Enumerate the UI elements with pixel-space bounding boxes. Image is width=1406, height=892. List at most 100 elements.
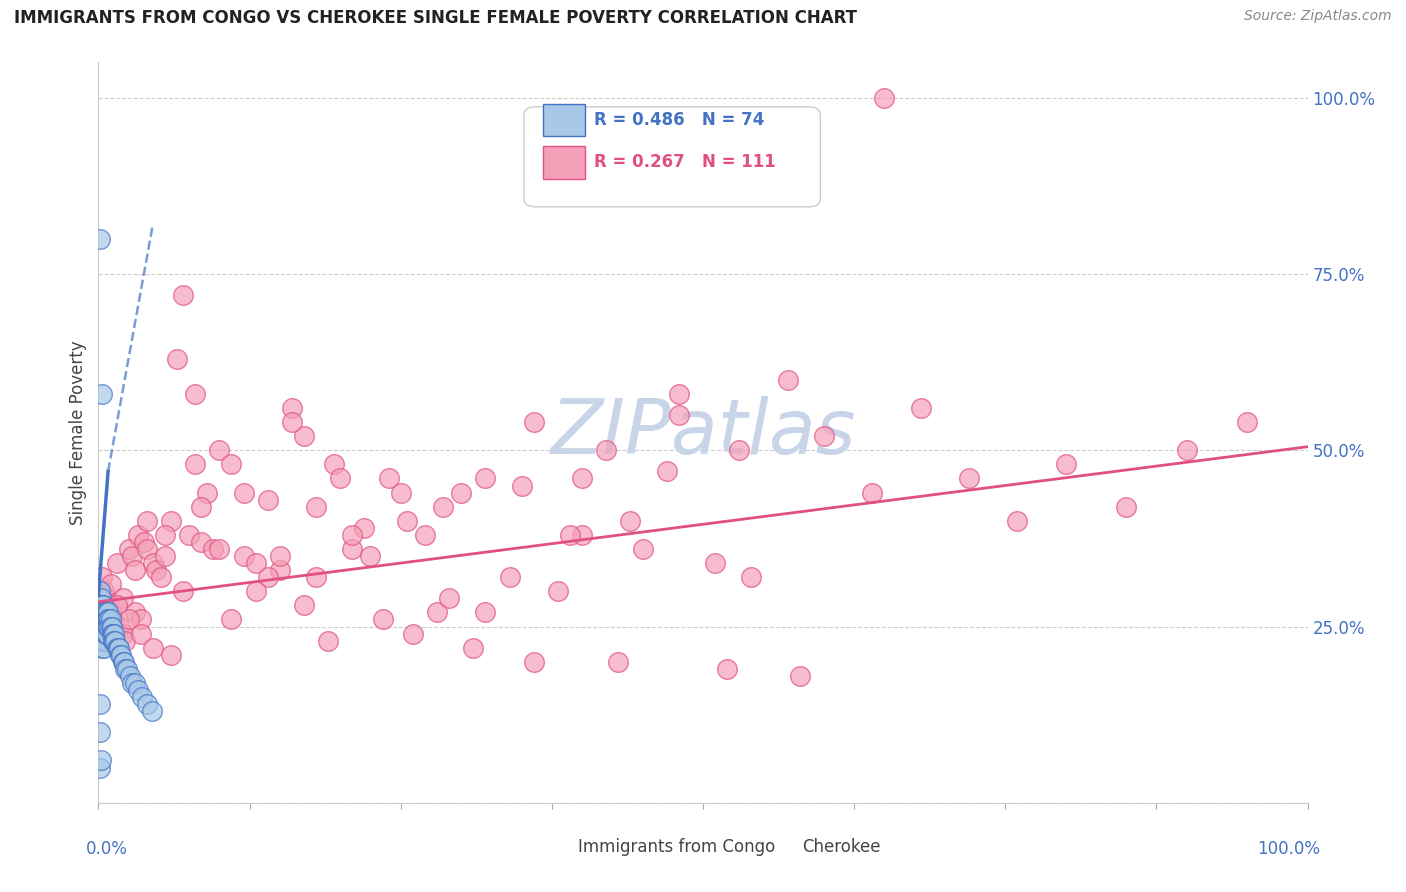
Point bbox=[93, 626, 115, 640]
Point bbox=[873, 91, 896, 105]
Point bbox=[377, 471, 399, 485]
Point bbox=[97, 612, 120, 626]
Point bbox=[153, 549, 176, 563]
Point bbox=[281, 415, 304, 429]
Point bbox=[100, 619, 122, 633]
Point bbox=[108, 648, 131, 662]
Point bbox=[145, 563, 167, 577]
Point bbox=[371, 612, 394, 626]
Point bbox=[740, 570, 762, 584]
Point bbox=[91, 640, 114, 655]
Point bbox=[716, 662, 738, 676]
Point bbox=[704, 556, 727, 570]
Point bbox=[860, 485, 883, 500]
Point bbox=[98, 619, 121, 633]
Point bbox=[93, 633, 115, 648]
Point bbox=[117, 662, 139, 676]
Point bbox=[523, 655, 546, 669]
Point bbox=[172, 288, 194, 302]
Point bbox=[96, 612, 118, 626]
Point bbox=[91, 619, 114, 633]
Point bbox=[90, 633, 112, 648]
Point bbox=[184, 458, 207, 472]
Point bbox=[90, 591, 112, 606]
Point bbox=[89, 606, 111, 620]
Point bbox=[389, 485, 412, 500]
Point bbox=[91, 633, 114, 648]
Point bbox=[474, 471, 496, 485]
Point bbox=[101, 612, 124, 626]
Point bbox=[114, 662, 136, 676]
Point bbox=[160, 514, 183, 528]
FancyBboxPatch shape bbox=[543, 835, 575, 860]
Point bbox=[571, 471, 593, 485]
Point bbox=[232, 549, 254, 563]
Point bbox=[103, 626, 125, 640]
Point bbox=[195, 485, 218, 500]
Point bbox=[107, 640, 129, 655]
Point bbox=[256, 492, 278, 507]
Point bbox=[523, 415, 546, 429]
Point bbox=[450, 485, 472, 500]
Point bbox=[655, 464, 678, 478]
Point bbox=[789, 669, 811, 683]
Point bbox=[1175, 443, 1198, 458]
Point bbox=[813, 429, 835, 443]
Point bbox=[166, 351, 188, 366]
Point bbox=[100, 577, 122, 591]
Point bbox=[89, 232, 111, 246]
Point bbox=[91, 606, 114, 620]
Y-axis label: Single Female Poverty: Single Female Poverty bbox=[69, 341, 87, 524]
Point bbox=[105, 599, 128, 613]
Point bbox=[93, 640, 115, 655]
Point bbox=[413, 528, 436, 542]
Point bbox=[104, 633, 127, 648]
Point bbox=[90, 606, 112, 620]
Text: 0.0%: 0.0% bbox=[86, 840, 128, 858]
Point bbox=[97, 599, 120, 613]
Point bbox=[108, 640, 131, 655]
Point bbox=[160, 648, 183, 662]
Point bbox=[118, 612, 141, 626]
Point bbox=[91, 570, 114, 584]
Point bbox=[101, 633, 124, 648]
Point bbox=[89, 725, 111, 739]
Text: IMMIGRANTS FROM CONGO VS CHEROKEE SINGLE FEMALE POVERTY CORRELATION CHART: IMMIGRANTS FROM CONGO VS CHEROKEE SINGLE… bbox=[14, 9, 858, 27]
Point bbox=[342, 541, 364, 556]
Point bbox=[329, 471, 352, 485]
Point bbox=[89, 599, 111, 613]
Point bbox=[100, 619, 122, 633]
Point bbox=[402, 626, 425, 640]
Point bbox=[728, 443, 751, 458]
Point bbox=[91, 612, 114, 626]
Point bbox=[127, 683, 149, 698]
Text: R = 0.267   N = 111: R = 0.267 N = 111 bbox=[595, 153, 776, 171]
Point bbox=[96, 606, 118, 620]
Point bbox=[90, 619, 112, 633]
Point bbox=[463, 640, 485, 655]
Point bbox=[245, 584, 267, 599]
Point bbox=[91, 626, 114, 640]
Point bbox=[114, 633, 136, 648]
Point bbox=[353, 521, 375, 535]
Point bbox=[90, 754, 112, 768]
Point bbox=[202, 541, 225, 556]
Point bbox=[208, 541, 231, 556]
Point bbox=[668, 387, 690, 401]
Point bbox=[208, 443, 231, 458]
Point bbox=[91, 387, 114, 401]
Point bbox=[342, 528, 364, 542]
Point bbox=[91, 606, 114, 620]
Point bbox=[93, 606, 115, 620]
Point bbox=[89, 760, 111, 774]
Text: Immigrants from Congo: Immigrants from Congo bbox=[578, 838, 776, 856]
Point bbox=[127, 528, 149, 542]
Point bbox=[292, 599, 315, 613]
Point bbox=[437, 591, 460, 606]
Point bbox=[100, 606, 122, 620]
Point bbox=[131, 690, 153, 704]
Point bbox=[558, 528, 581, 542]
Point bbox=[910, 401, 932, 415]
Point bbox=[121, 549, 143, 563]
Point bbox=[111, 591, 134, 606]
